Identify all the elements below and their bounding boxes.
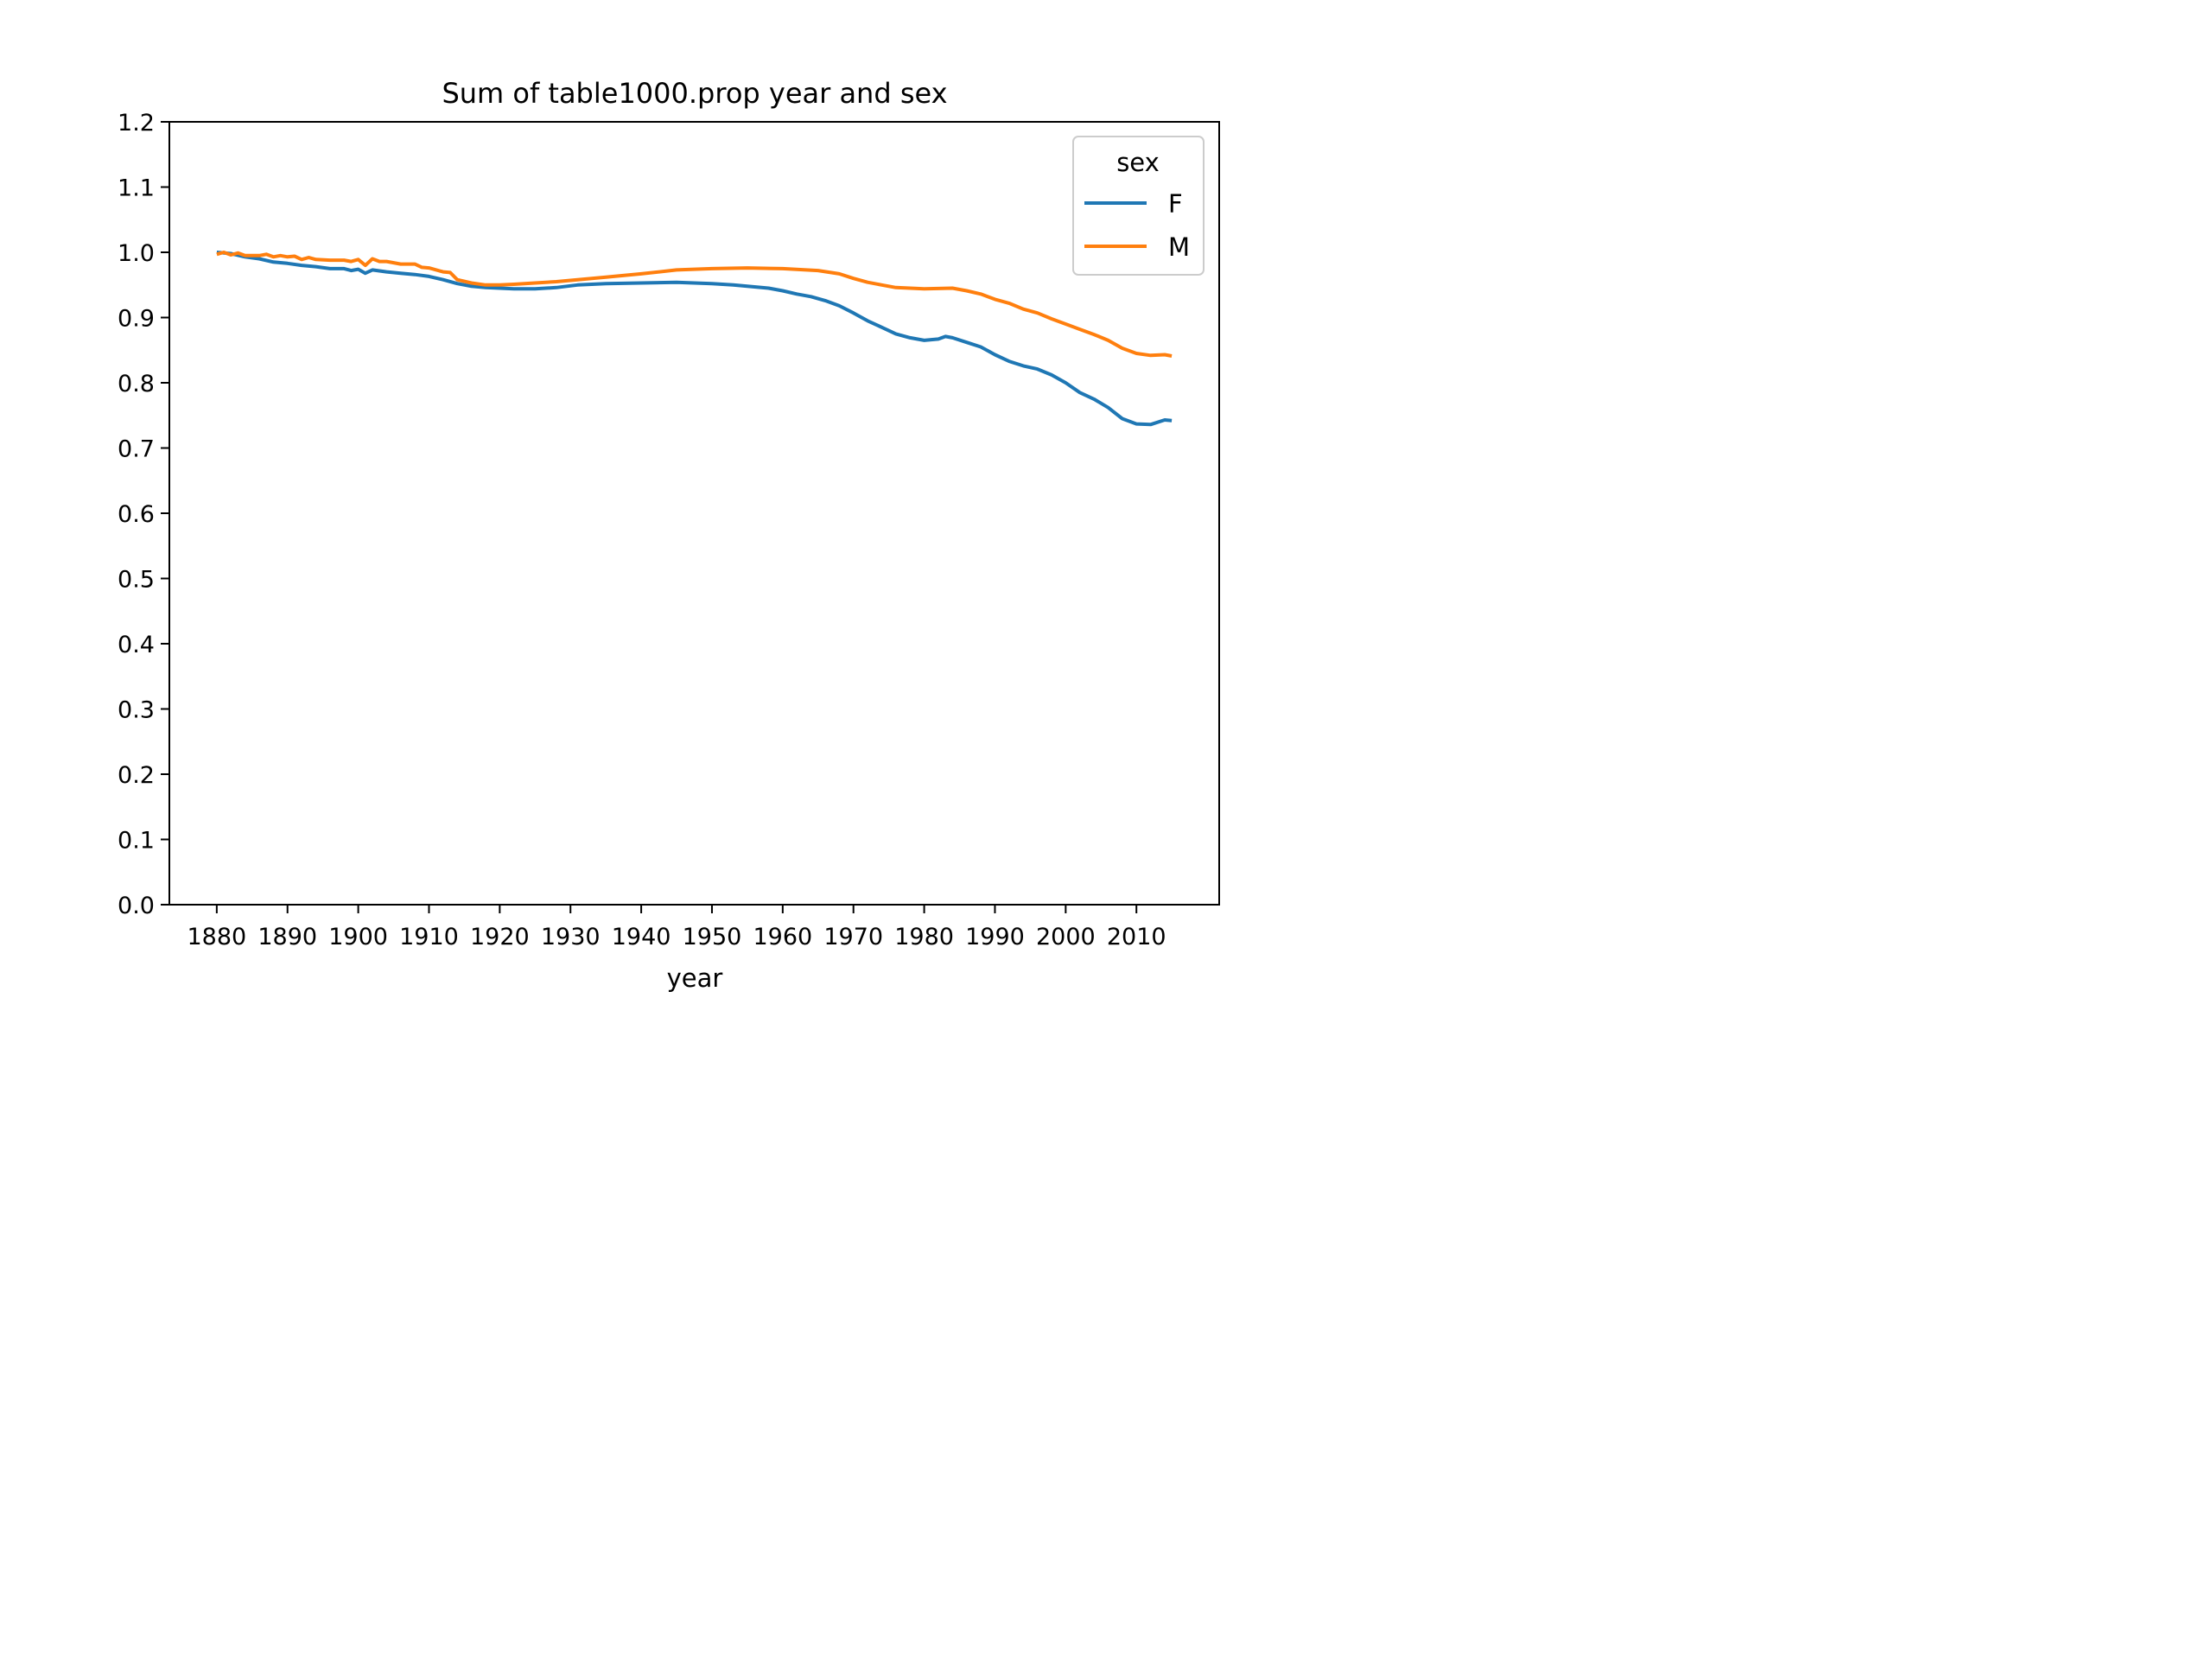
x-tick-label: 1930 xyxy=(541,924,601,950)
legend-title: sex xyxy=(1116,148,1160,177)
x-tick-label: 1960 xyxy=(753,924,812,950)
x-tick-label: 1940 xyxy=(612,924,671,950)
plot-area xyxy=(216,251,1173,427)
y-axis: 0.0 0.1 0.2 0.3 0.4 0.5 0.6 0.7 0.8 0.9 1.0 1.1 1.2 xyxy=(118,110,169,919)
x-tick-label: 1900 xyxy=(328,924,388,950)
y-tick-label: 0.1 xyxy=(118,828,155,855)
x-tick-label: 1920 xyxy=(470,924,530,950)
x-axis: 1880 1890 1900 1910 1920 1930 1940 1950 1960 1970… xyxy=(187,905,1166,950)
x-tick-label: 2000 xyxy=(1036,924,1096,950)
chart-title: Sum of table1000.prop year and sex xyxy=(442,77,947,110)
x-tick-label: 1890 xyxy=(257,924,317,950)
y-tick-label: 0.6 xyxy=(118,501,155,528)
y-tick-label: 0.5 xyxy=(118,567,155,594)
x-tick-label: 1910 xyxy=(399,924,459,950)
y-tick-label: 1.1 xyxy=(118,175,155,202)
legend-box xyxy=(1072,136,1205,276)
legend-entry-m: M xyxy=(1168,232,1190,262)
x-axis-label: year xyxy=(667,963,723,993)
y-tick-label: 0.2 xyxy=(118,762,155,789)
y-tick-label: 0.8 xyxy=(118,371,155,397)
x-tick-label: 1950 xyxy=(683,924,742,950)
legend-entry-f: F xyxy=(1168,189,1183,219)
legend: sex FM xyxy=(1072,136,1205,276)
y-tick-label: 0.3 xyxy=(118,697,155,724)
x-tick-label: 1990 xyxy=(965,924,1025,950)
x-tick-label: 1880 xyxy=(187,924,246,950)
y-tick-label: 0.4 xyxy=(118,632,155,658)
y-tick-label: 0.0 xyxy=(118,893,155,919)
series-line-m xyxy=(216,251,1173,358)
line-chart: Sum of table1000.prop year and sex 0.00.… xyxy=(0,0,1348,1011)
y-tick-label: 1.2 xyxy=(118,110,155,137)
x-tick-label: 1970 xyxy=(823,924,883,950)
series-line-f xyxy=(216,251,1173,427)
y-tick-label: 1.0 xyxy=(118,240,155,267)
y-tick-label: 0.9 xyxy=(118,306,155,333)
y-tick-label: 0.7 xyxy=(118,436,155,463)
x-tick-label: 1980 xyxy=(894,924,954,950)
x-tick-label: 2010 xyxy=(1107,924,1166,950)
